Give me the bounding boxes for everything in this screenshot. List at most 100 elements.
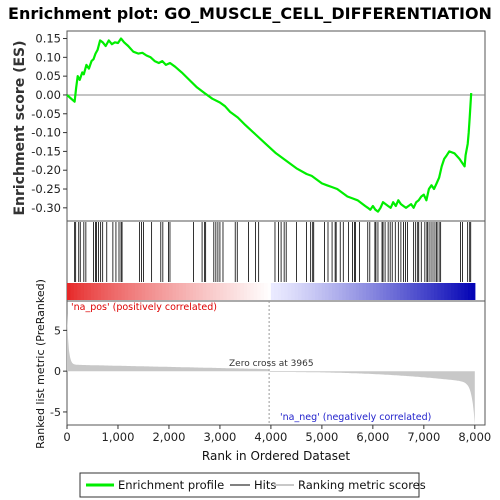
colorbar-segment — [400, 283, 405, 300]
colorbar-segment — [332, 283, 337, 300]
colorbar-segment — [457, 283, 462, 300]
colorbar-segment — [158, 283, 163, 300]
es-y-tick-label: 0.05 — [35, 69, 61, 83]
legend-label-ranking: Ranking metric scores — [298, 478, 426, 492]
colorbar-segment — [257, 283, 262, 300]
colorbar-segment — [67, 283, 71, 300]
colorbar-segment — [345, 283, 350, 300]
colorbar-segment — [447, 283, 452, 300]
x-tick-label: 3,000 — [203, 430, 236, 444]
colorbar-segment — [287, 283, 292, 300]
colorbar-segment — [192, 283, 197, 300]
colorbar-segment — [342, 283, 347, 300]
ranking-metric-area: 5 0 -5 — [50, 301, 475, 425]
colorbar-segment — [294, 283, 299, 300]
colorbar-segment — [117, 283, 122, 300]
x-tick-label: 8,000 — [458, 430, 491, 444]
colorbar-segment — [383, 283, 388, 300]
colorbar-segment — [366, 283, 371, 300]
colorbar-segment — [70, 283, 75, 300]
colorbar-segment — [199, 283, 204, 300]
colorbar-segment — [94, 283, 99, 300]
rank-y-tick-label: 0 — [54, 365, 61, 378]
colorbar-segment — [196, 283, 201, 300]
colorbar-segment — [454, 283, 459, 300]
ranking-metric-fill — [67, 313, 475, 425]
colorbar-segment — [162, 283, 167, 300]
colorbar-segment — [304, 283, 309, 300]
colorbar-segment — [318, 283, 323, 300]
colorbar-segment — [145, 283, 150, 300]
es-y-axis-label: Enrichment score (ES) — [12, 40, 28, 215]
colorbar-segment — [219, 283, 224, 300]
colorbar-segment — [107, 283, 112, 300]
colorbar-segment — [155, 283, 160, 300]
colorbar-segment — [114, 283, 119, 300]
colorbar-segment — [206, 283, 211, 300]
colorbar-segment — [372, 283, 377, 300]
legend-label-enrichment: Enrichment profile — [118, 478, 224, 492]
colorbar-segment — [168, 283, 173, 300]
es-y-tick-label: -0.25 — [31, 182, 61, 196]
colorbar-segment — [335, 283, 340, 300]
colorbar-segment — [440, 283, 445, 300]
colorbar-segment — [434, 283, 439, 300]
x-tick-label: 4,000 — [254, 430, 287, 444]
legend-label-hits: Hits — [254, 478, 276, 492]
colorbar-segment — [274, 283, 279, 300]
colorbar-segment — [325, 283, 330, 300]
ranking-y-axis-label: Ranked list metric (PreRanked) — [34, 279, 47, 449]
colorbar-segment — [464, 283, 469, 300]
colorbar-segment — [468, 283, 473, 300]
colorbar-segment — [77, 283, 82, 300]
colorbar-segment — [413, 283, 418, 300]
colorbar-segment — [124, 283, 129, 300]
colorbar-segment — [417, 283, 422, 300]
colorbar-segment — [379, 283, 384, 300]
colorbar-segment — [471, 283, 476, 300]
colorbar-segment — [362, 283, 367, 300]
colorbar-segment — [148, 283, 153, 300]
es-y-tick-label: -0.10 — [31, 126, 61, 140]
colorbar-segment — [298, 283, 303, 300]
colorbar-segment — [134, 283, 139, 300]
colorbar-segment — [83, 283, 88, 300]
es-y-tick-label: 0.15 — [35, 32, 61, 46]
es-panel — [66, 30, 486, 222]
colorbar-segment — [264, 283, 269, 300]
colorbar-segment — [270, 283, 275, 300]
colorbar-segment — [236, 283, 241, 300]
colorbar-segment — [328, 283, 333, 300]
colorbar-segment — [301, 283, 306, 300]
colorbar-segment — [396, 283, 401, 300]
colorbar-segment — [179, 283, 184, 300]
es-y-tick-label: -0.30 — [31, 201, 61, 215]
colorbar-segment — [233, 283, 238, 300]
zero-cross-label: Zero cross at 3965 — [229, 359, 314, 369]
colorbar-segment — [182, 283, 187, 300]
colorbar-segment — [423, 283, 428, 300]
colorbar-segment — [444, 283, 449, 300]
colorbar-segment — [430, 283, 435, 300]
colorbar-segment — [202, 283, 207, 300]
es-y-tick-label: 0.10 — [35, 50, 61, 64]
colorbar-segment — [403, 283, 408, 300]
colorbar-segment — [73, 283, 78, 300]
colorbar-segment — [121, 283, 126, 300]
colorbar-segment — [128, 283, 133, 300]
colorbar-segment — [315, 283, 320, 300]
colorbar-segment — [410, 283, 415, 300]
colorbar-segment — [97, 283, 102, 300]
colorbar-segment — [250, 283, 255, 300]
x-axis: 0 1,000 2,000 3,000 4,000 5,000 6,000 7,000 8,00… — [63, 425, 491, 444]
colorbar-segment — [185, 283, 190, 300]
es-y-tick-label: -0.20 — [31, 163, 61, 177]
colorbar-segment — [240, 283, 245, 300]
colorbar-segment — [243, 283, 248, 300]
colorbar-segment — [90, 283, 95, 300]
colorbar-segment — [247, 283, 252, 300]
colorbar-segment — [389, 283, 394, 300]
colorbar-segment — [175, 283, 180, 300]
colorbar-segment — [461, 283, 466, 300]
